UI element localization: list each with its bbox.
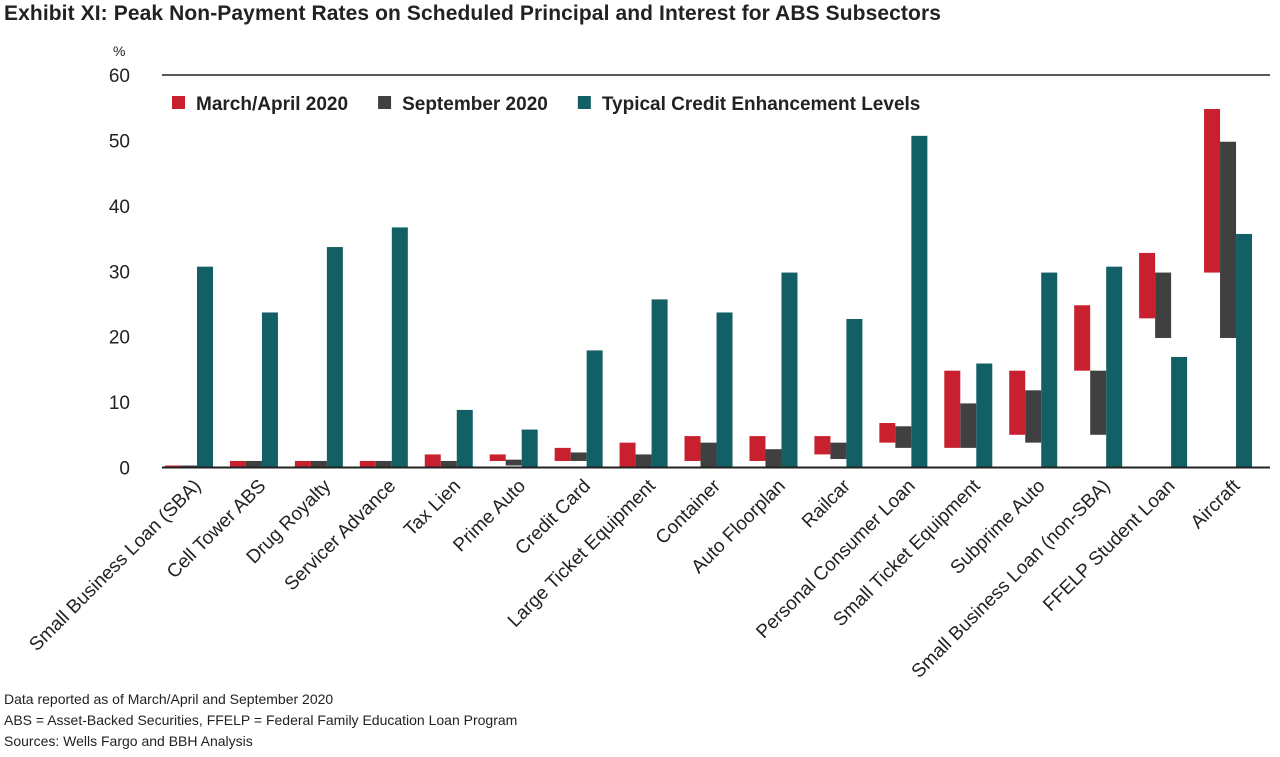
bar-march-april: [554, 447, 571, 461]
bar-march-april: [619, 442, 636, 468]
x-tick-label: FFELP Student Loan: [1039, 476, 1179, 616]
bar-march-april: [424, 454, 441, 468]
bar-credit-enhancement: [391, 227, 408, 468]
bar-credit-enhancement: [911, 135, 928, 468]
y-tick-label: 30: [109, 262, 130, 283]
y-tick-label: 50: [109, 131, 130, 152]
bar-september: [1155, 272, 1172, 338]
x-tick-label: Aircraft: [1187, 475, 1245, 533]
bar-march-april: [1074, 305, 1091, 371]
x-tick-label: Railcar: [798, 475, 855, 532]
bar-september: [1090, 370, 1107, 435]
bar-credit-enhancement: [326, 247, 343, 468]
bar-credit-enhancement: [261, 312, 278, 468]
bar-march-april: [1139, 252, 1156, 319]
y-tick-label: 60: [109, 66, 130, 87]
bar-september: [310, 460, 327, 468]
legend-label: September 2020: [402, 94, 548, 115]
bar-march-april: [1009, 370, 1026, 435]
footnote-date: Data reported as of March/April and Sept…: [4, 691, 334, 707]
bar-september: [765, 449, 782, 468]
bar-september: [245, 460, 262, 468]
y-unit-label: %: [113, 43, 125, 59]
bar-credit-enhancement: [846, 319, 863, 468]
bar-credit-enhancement: [781, 272, 798, 468]
bar-credit-enhancement: [976, 363, 993, 468]
footnotes: Data reported as of March/April and Sept…: [4, 689, 517, 752]
bar-september: [570, 452, 587, 461]
bar-march-april: [879, 423, 896, 443]
bar-credit-enhancement: [1106, 266, 1123, 468]
bar-september: [700, 442, 717, 468]
y-tick-label: 20: [109, 328, 130, 349]
x-tick-label: Tax Lien: [400, 476, 465, 541]
bar-credit-enhancement: [586, 350, 603, 468]
bar-september: [830, 442, 847, 459]
legend-swatch: [378, 96, 392, 109]
bar-credit-enhancement: [1171, 356, 1188, 468]
chart-title: Exhibit XI: Peak Non-Payment Rates on Sc…: [4, 2, 942, 25]
bar-march-april: [684, 436, 701, 461]
x-tick-label: Servicer Advance: [281, 476, 400, 595]
legend-swatch: [172, 96, 185, 109]
bar-credit-enhancement: [1236, 233, 1253, 468]
bar-march-april: [1204, 109, 1221, 273]
bar-credit-enhancement: [521, 429, 538, 468]
y-tick-label: 0: [119, 459, 130, 480]
bar-credit-enhancement: [197, 266, 213, 468]
legend-label: March/April 2020: [196, 94, 348, 115]
y-tick-label: 40: [109, 197, 130, 218]
legend-swatch: [577, 96, 591, 109]
bar-september: [895, 426, 912, 448]
bar-march-april: [814, 436, 831, 455]
bar-credit-enhancement: [1041, 272, 1058, 468]
bar-march-april: [749, 436, 766, 461]
bar-september: [1025, 390, 1042, 443]
bar-september: [635, 454, 652, 468]
bar-september: [505, 459, 522, 466]
legend-label: Typical Credit Enhancement Levels: [602, 94, 921, 115]
bar-credit-enhancement: [456, 409, 473, 468]
bar-credit-enhancement: [651, 299, 668, 468]
bar-march-april: [294, 460, 311, 468]
bar-september: [375, 460, 392, 468]
bar-march-april: [489, 454, 506, 461]
bar-september: [960, 403, 977, 448]
footnote-sources: Sources: Wells Fargo and BBH Analysis: [4, 733, 253, 749]
bar-september: [440, 460, 457, 468]
bar-march-april: [359, 460, 376, 468]
bar-credit-enhancement: [716, 312, 733, 468]
bar-march-april: [944, 370, 961, 448]
bar-september: [1220, 141, 1237, 338]
bar-march-april: [229, 460, 246, 468]
y-tick-label: 10: [109, 393, 130, 414]
footnote-abbreviations: ABS = Asset-Backed Securities, FFELP = F…: [4, 712, 518, 728]
